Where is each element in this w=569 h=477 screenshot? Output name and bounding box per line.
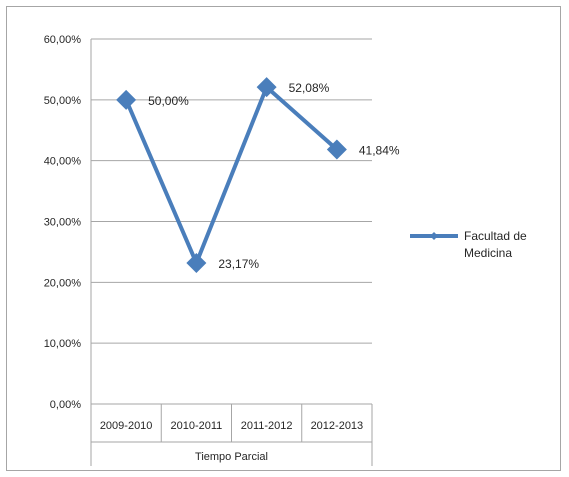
y-axis-tick-labels: 0,00% 10,00% 20,00% 30,00% 40,00% 50,00% 60,00…: [44, 34, 82, 411]
y-tick-label: 40,00%: [44, 156, 82, 168]
data-labels: 50,00% 23,17% 52,08% 41,84%: [148, 81, 400, 271]
chart-frame: [6, 6, 561, 471]
data-point-marker: [116, 89, 137, 110]
data-label: 50,00%: [148, 94, 189, 108]
y-tick-label: 20,00%: [44, 277, 82, 289]
data-label: 41,84%: [359, 143, 400, 157]
legend-label: Facultad de Medicina: [464, 229, 527, 260]
x-category-label: 2009-2010: [100, 420, 153, 432]
axes: [90, 39, 373, 466]
y-tick-label: 60,00%: [44, 34, 82, 46]
legend-marker: [430, 232, 438, 240]
data-label: 52,08%: [289, 81, 330, 95]
y-tick-label: 50,00%: [44, 95, 82, 107]
x-axis-title: Tiempo Parcial: [195, 451, 268, 463]
y-tick-label: 10,00%: [44, 338, 82, 350]
x-category-label: 2012-2013: [311, 420, 364, 432]
series-group: [116, 77, 347, 274]
data-label: 23,17%: [218, 257, 259, 271]
series-line: [124, 85, 339, 266]
data-point-marker: [256, 77, 277, 98]
x-axis-category-labels: 2009-2010 2010-2011 2011-2012 2012-2013: [100, 420, 363, 432]
legend: Facultad de Medicina: [410, 229, 527, 260]
gridlines: [91, 38, 372, 344]
data-point-marker: [326, 139, 347, 160]
x-category-label: 2011-2012: [241, 420, 293, 432]
x-category-label: 2010-2011: [170, 420, 222, 432]
y-tick-label: 0,00%: [50, 399, 81, 411]
y-tick-label: 30,00%: [44, 217, 82, 229]
data-point-marker: [186, 253, 207, 274]
